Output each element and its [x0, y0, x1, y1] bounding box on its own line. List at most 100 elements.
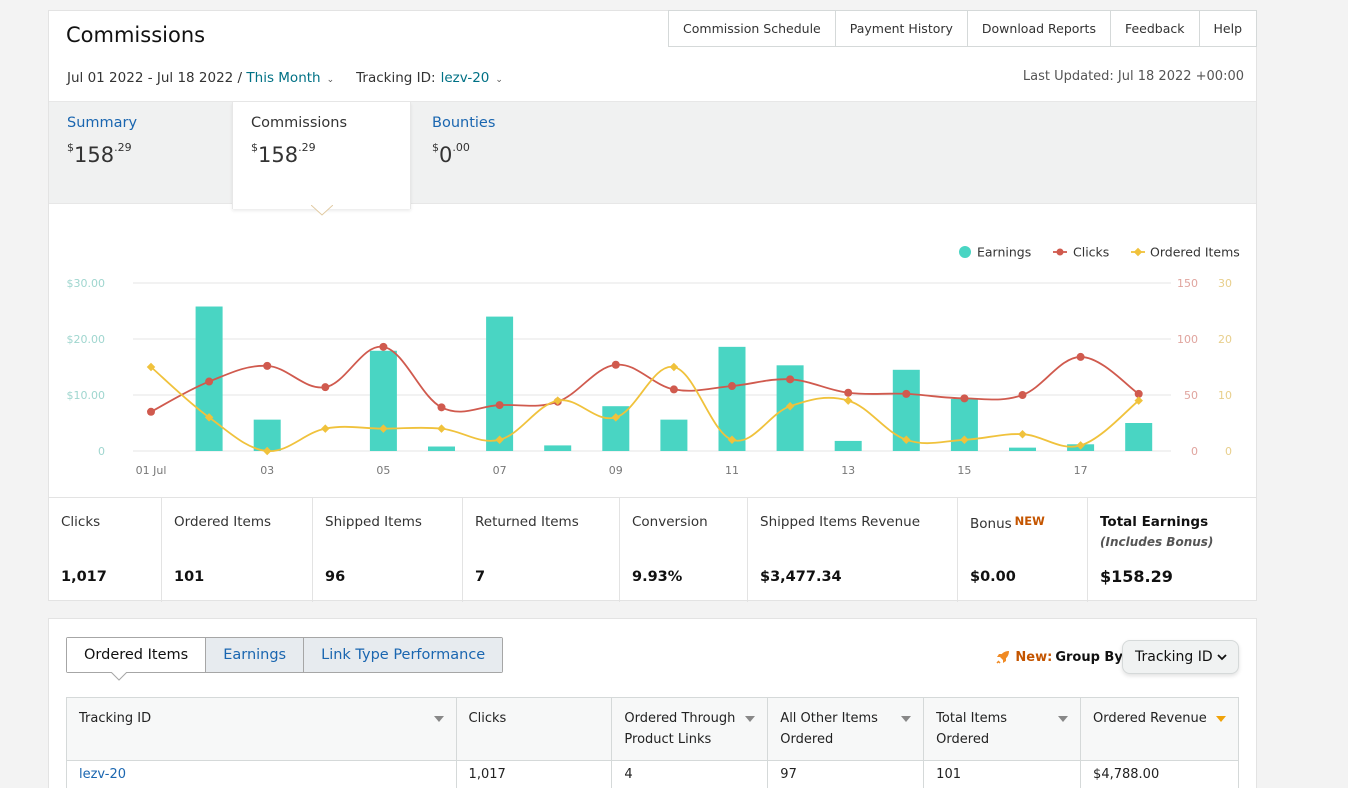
sort-caret-icon[interactable]	[1058, 716, 1069, 722]
ordered-items-point	[204, 413, 214, 422]
clicks-point	[1018, 391, 1027, 399]
clicks-point	[669, 385, 678, 394]
commission-schedule-button[interactable]: Commission Schedule	[669, 11, 835, 46]
x-tick-label: 13	[841, 464, 855, 477]
column-header-ordered-through-links[interactable]: Ordered Through Product Links	[611, 697, 769, 761]
metric-label: Returned Items	[475, 514, 579, 530]
x-tick-label: 11	[725, 464, 739, 477]
y-tick-label-clicks: 0	[1191, 445, 1198, 458]
group-by-label: Group By:	[1055, 649, 1128, 665]
ordered-items-point	[1076, 441, 1085, 450]
new-badge: NEW	[1014, 514, 1045, 528]
payment-history-button[interactable]: Payment History	[834, 11, 967, 46]
help-button[interactable]: Help	[1198, 11, 1256, 46]
chevron-down-icon: ⌄	[326, 75, 335, 85]
ordered-items-point	[262, 446, 272, 456]
tab-commissions-value: $158.29	[251, 141, 316, 167]
clicks-point	[728, 382, 736, 391]
metric-value: 9.93%	[632, 569, 683, 585]
clicks-point	[1134, 389, 1143, 398]
sort-caret-icon[interactable]	[745, 716, 756, 722]
metric-value: 101	[174, 569, 205, 585]
report-card: Ordered Items Earnings Link Type Perform…	[48, 618, 1257, 788]
column-header-all-other-items[interactable]: All Other Items Ordered	[767, 697, 925, 761]
y-tick-label-clicks: 50	[1184, 389, 1198, 402]
metric-shipped-revenue: Shipped Items Revenue $3,477.34	[748, 498, 958, 602]
metric-sublabel: (Includes Bonus)	[1100, 535, 1214, 549]
clicks-point	[321, 383, 330, 392]
metric-value: $3,477.34	[760, 569, 842, 585]
sort-caret-icon[interactable]	[433, 716, 444, 722]
metric-value: $158.29	[1100, 567, 1173, 586]
tab-commissions[interactable]: Commissions $158.29	[232, 102, 411, 209]
report-tabs: Ordered Items Earnings Link Type Perform…	[66, 637, 504, 673]
clicks-point	[611, 360, 620, 369]
metric-label: Shipped Items Revenue	[760, 514, 921, 530]
legend-items-marker	[1133, 247, 1143, 257]
clicks-point	[960, 394, 969, 403]
metric-value: $0.00	[970, 569, 1016, 585]
ordered-items-point	[379, 424, 388, 433]
sort-caret-icon[interactable]	[1216, 716, 1226, 722]
tab-bounties-value: $0.00	[432, 141, 470, 167]
earnings-chart: 0 0 0 $10.00 50 10 $20.00 100 20 $30.00 150 30 01 Ju…	[67, 245, 1240, 478]
period-dropdown[interactable]: This Month ⌄	[246, 70, 334, 86]
summary-tabs: Summary $158.29 Commissions $158.29 Boun…	[49, 101, 1256, 209]
commissions-card: Commissions Commission Schedule Payment …	[48, 10, 1257, 602]
y-tick-label-earnings: $10.00	[67, 389, 106, 402]
metric-label: Total Earnings (Includes Bonus)	[1100, 514, 1244, 549]
ordered-items-point	[669, 362, 679, 372]
earnings-bar	[718, 346, 746, 451]
earnings-bar	[253, 419, 281, 451]
metric-value: 96	[325, 569, 346, 585]
clicks-point	[495, 401, 504, 410]
column-header-ordered-revenue[interactable]: Ordered Revenue	[1080, 697, 1239, 761]
ordered-items-point	[437, 424, 446, 433]
tab-bounties[interactable]: Bounties $0.00	[414, 102, 564, 205]
earnings-bar	[1125, 423, 1153, 451]
cell-clicks: 1,017	[455, 760, 613, 788]
y-tick-label-earnings: $20.00	[67, 333, 106, 346]
x-tick-label: 03	[260, 464, 274, 477]
earnings-bar	[1009, 447, 1036, 451]
column-header-clicks[interactable]: Clicks	[455, 697, 613, 761]
tab-summary[interactable]: Summary $158.29	[49, 102, 232, 205]
metric-value: 7	[475, 569, 486, 585]
report-table: Tracking ID Clicks Ordered Through Produ…	[66, 697, 1239, 788]
download-reports-button[interactable]: Download Reports	[966, 11, 1110, 46]
chevron-down-icon: ⌄	[495, 75, 503, 85]
feedback-button[interactable]: Feedback	[1109, 11, 1199, 46]
date-range-text: Jul 01 2022 - Jul 18 2022	[67, 70, 234, 86]
clicks-point	[205, 377, 214, 386]
ordered-items-point	[1018, 429, 1027, 439]
y-tick-label-clicks: 100	[1177, 333, 1198, 346]
page-title: Commissions	[66, 23, 206, 47]
y-tick-label-items: 0	[1225, 445, 1232, 458]
tab-link-type-performance[interactable]: Link Type Performance	[303, 638, 503, 672]
new-label: New:	[1015, 649, 1053, 665]
cell-all-other-items: 97	[767, 760, 925, 788]
table-row: lezv-20 1,017 4 97 101 $4,788.00	[66, 760, 1239, 788]
column-header-total-items[interactable]: Total Items Ordered	[923, 697, 1082, 761]
metrics-row: Clicks 1,017 Ordered Items 101 Shipped I…	[49, 497, 1256, 602]
x-tick-label: 07	[493, 464, 507, 477]
legend-earnings-marker	[959, 246, 971, 258]
metric-conversion: Conversion 9.93%	[620, 498, 748, 602]
tab-ordered-items[interactable]: Ordered Items	[67, 638, 206, 672]
tracking-id-dropdown[interactable]: lezv-20 ⌄	[441, 70, 503, 86]
clicks-point	[786, 375, 795, 384]
column-header-tracking-id[interactable]: Tracking ID	[66, 697, 457, 761]
last-updated: Last Updated: Jul 18 2022 +00:00	[1022, 69, 1244, 84]
tab-earnings[interactable]: Earnings	[205, 638, 304, 672]
tracking-id-value: lezv-20	[440, 70, 490, 86]
group-by-select[interactable]: Tracking ID	[1122, 640, 1239, 674]
sort-caret-icon[interactable]	[901, 716, 912, 722]
cell-total-items: 101	[923, 760, 1082, 788]
clicks-point	[379, 342, 388, 351]
clicks-point	[1076, 352, 1085, 361]
clicks-point	[263, 361, 272, 370]
cell-tracking-id[interactable]: lezv-20	[66, 760, 457, 788]
y-tick-label-earnings: 0	[98, 445, 105, 458]
tab-commissions-label: Commissions	[251, 115, 348, 131]
y-tick-label-clicks: 150	[1177, 277, 1198, 290]
